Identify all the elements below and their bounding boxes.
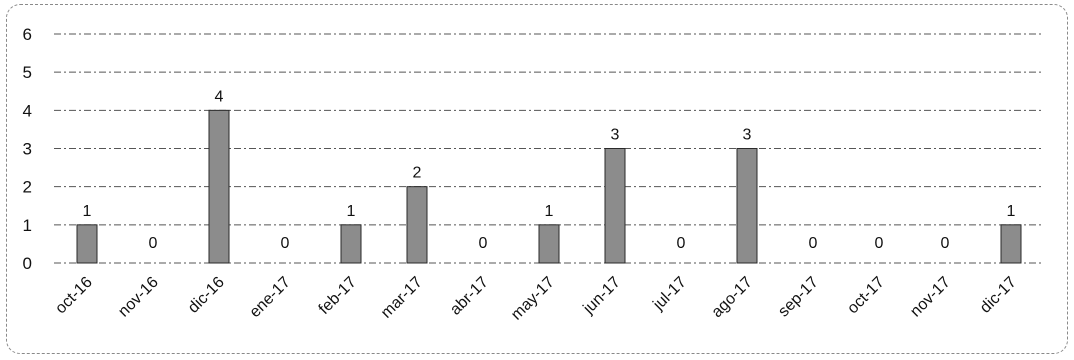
bar-oct-16 [76, 224, 98, 264]
bar-ago-17 [736, 148, 758, 264]
x-tick-label-mar-17: mar-17 [378, 274, 426, 322]
x-axis-ticks: oct-16 nov-16 dic-16 ene-17 feb-17 mar-17 abr-… [52, 274, 1020, 324]
x-tick-label-oct-17: oct-17 [844, 274, 888, 318]
y-tick-label: 5 [23, 63, 32, 82]
y-tick-label: 2 [23, 178, 32, 197]
x-tick-label-nov-16: nov-16 [115, 274, 162, 321]
bar-mar-17 [406, 186, 428, 264]
data-label-nov-17: 0 [941, 235, 950, 252]
data-label-dic-17: 1 [1007, 203, 1016, 220]
data-label-may-17: 1 [545, 203, 554, 220]
x-tick-label-jun-17: jun-17 [580, 274, 624, 318]
data-label-jul-17: 0 [677, 235, 686, 252]
data-labels: 1 0 4 0 1 2 0 1 3 0 3 0 0 0 1 [83, 88, 1016, 252]
y-tick-label: 1 [23, 216, 32, 235]
data-label-sep-17: 0 [809, 235, 818, 252]
data-label-oct-16: 1 [83, 203, 92, 220]
x-tick-label-feb-17: feb-17 [316, 274, 360, 318]
bars [76, 109, 1022, 264]
y-tick-label: 0 [23, 254, 32, 273]
data-label-jun-17: 3 [611, 127, 620, 144]
bar-dic-16 [208, 109, 230, 264]
x-tick-label-oct-16: oct-16 [52, 274, 96, 318]
x-tick-label-may-17: may-17 [508, 274, 558, 324]
x-tick-label-jul-17: jul-17 [649, 274, 689, 314]
x-tick-label-sep-17: sep-17 [775, 274, 822, 321]
y-tick-label: 4 [23, 101, 32, 120]
data-label-feb-17: 1 [347, 203, 356, 220]
data-label-ene-17: 0 [281, 235, 290, 252]
x-tick-label-ago-17: ago-17 [709, 274, 756, 321]
x-tick-label-dic-17: dic-17 [977, 274, 1020, 317]
x-tick-label-nov-17: nov-17 [907, 274, 954, 321]
x-tick-label-dic-16: dic-16 [185, 274, 228, 317]
data-label-mar-17: 2 [413, 165, 422, 182]
bar-may-17 [538, 224, 560, 264]
y-tick-label: 6 [23, 25, 32, 44]
chart-frame [6, 4, 1068, 354]
y-tick-label: 3 [23, 140, 32, 159]
data-label-dic-16: 4 [215, 88, 224, 105]
data-label-abr-17: 0 [479, 235, 488, 252]
data-label-ago-17: 3 [743, 127, 752, 144]
x-tick-label-ene-17: ene-17 [247, 274, 294, 321]
bar-feb-17 [340, 224, 362, 264]
bar-jun-17 [604, 148, 626, 264]
x-tick-label-abr-17: abr-17 [447, 274, 492, 319]
data-label-oct-17: 0 [875, 235, 884, 252]
y-axis-ticks: 0 1 2 3 4 5 6 [23, 25, 32, 273]
data-label-nov-16: 0 [149, 235, 158, 252]
bar-dic-17 [1000, 224, 1022, 264]
